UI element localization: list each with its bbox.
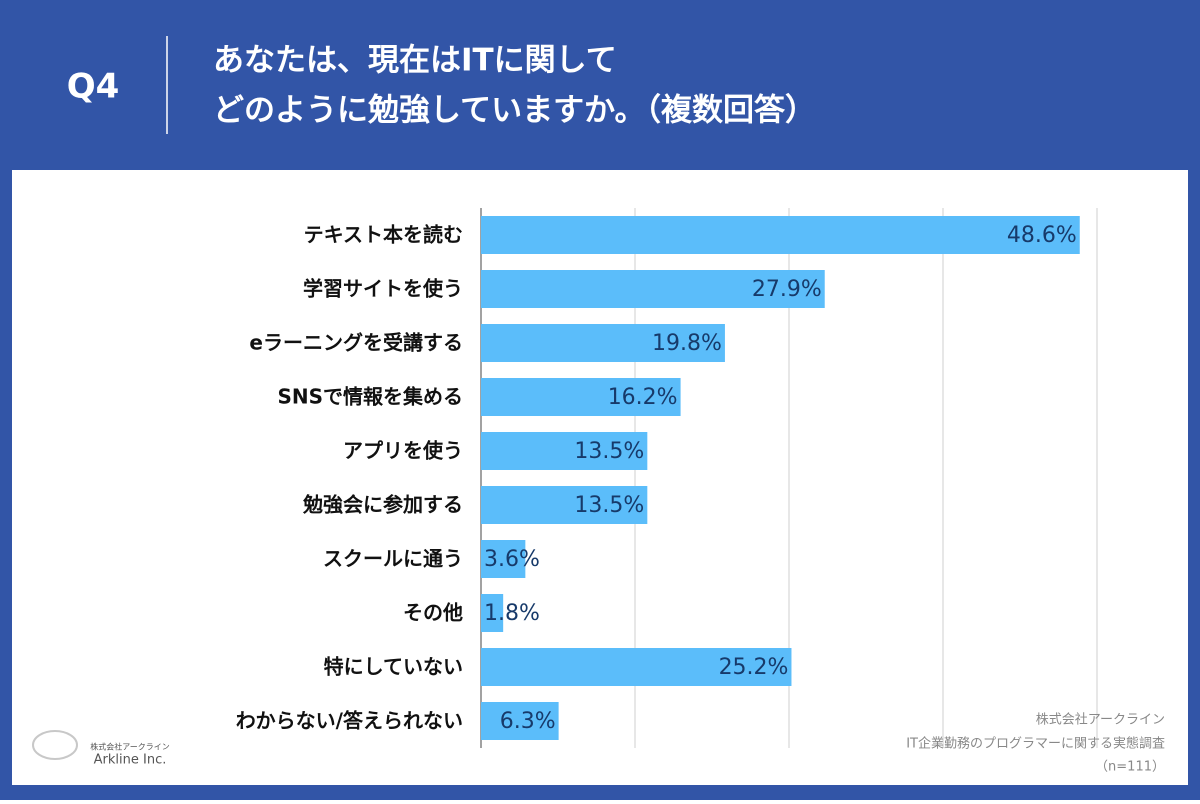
title-line: あなたは、現在はITに関して	[213, 43, 617, 79]
category-label: テキスト本を読む	[304, 223, 463, 247]
panel	[12, 170, 1188, 785]
category-label: 学習サイトを使う	[303, 277, 463, 301]
logo: 株式会社アークライン Arkline Inc.	[32, 730, 170, 768]
value-label: 6.3%	[500, 709, 556, 734]
title-line: どのように勉強していますか。（複数回答）	[213, 93, 816, 129]
category-label: 特にしていない	[324, 655, 463, 679]
bar	[481, 594, 504, 632]
logo-name: Arkline Inc.	[94, 753, 167, 768]
source: （n=111）	[1095, 760, 1165, 775]
source: 株式会社アークライン	[1036, 712, 1165, 728]
bar	[481, 378, 681, 416]
category-label: eラーニングを受講する	[249, 331, 463, 355]
category-label: 勉強会に参加する	[302, 493, 463, 517]
value-label: 13.5%	[574, 493, 644, 518]
value-label: 3.6%	[484, 547, 540, 572]
bar	[481, 702, 559, 740]
value-label: 19.8%	[652, 331, 722, 356]
value-label: 48.6%	[1007, 223, 1077, 248]
plot: テキスト本を読む 48.6% 学習サイトを使う 27.9% eラーニングを受講する 19.…	[236, 208, 1098, 748]
question-label: Q4	[67, 67, 120, 107]
bar	[481, 432, 648, 470]
value-label: 13.5%	[574, 439, 644, 464]
value-label: 27.9%	[752, 277, 822, 302]
category-label: わからない/答えられない	[236, 709, 463, 733]
bar	[481, 216, 1080, 254]
bar	[481, 648, 792, 686]
category-label: アプリを使う	[343, 439, 463, 463]
logo-mark	[32, 730, 78, 760]
value-label: 16.2%	[608, 385, 678, 410]
logo-small: 株式会社アークライン	[90, 742, 170, 752]
value-label: 1.8%	[484, 601, 540, 626]
bar	[481, 270, 825, 308]
bar	[481, 486, 648, 524]
category-label: SNSで情報を集める	[277, 385, 463, 409]
category-label: スクールに通う	[323, 547, 463, 571]
category-label: その他	[403, 601, 463, 625]
source: IT企業勤務のプログラマーに関する実態調査	[906, 736, 1165, 752]
value-label: 25.2%	[719, 655, 789, 680]
bar	[481, 324, 725, 362]
bar	[481, 540, 526, 578]
